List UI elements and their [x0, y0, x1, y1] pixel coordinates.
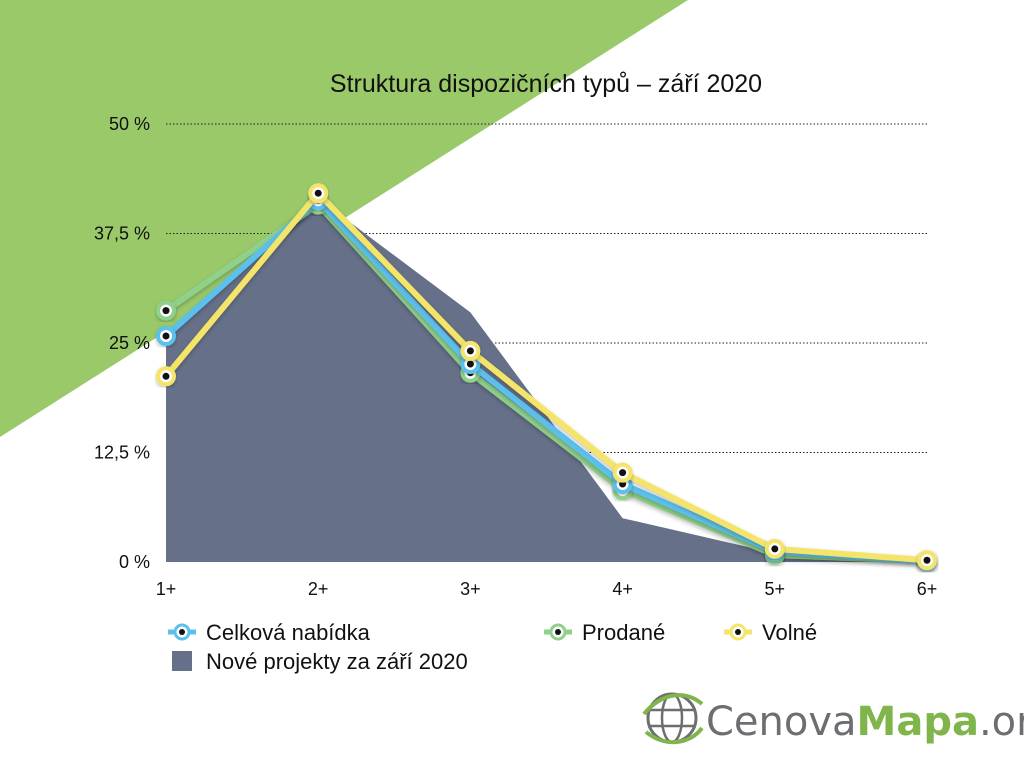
- globe-icon: [642, 692, 704, 745]
- x-tick-label: 2+: [308, 579, 329, 599]
- chart-title: Struktura dispozičních typů – září 2020: [330, 70, 762, 98]
- legend-swatch-dot: [735, 629, 741, 635]
- brand-text-mapa: Mapa: [857, 699, 979, 745]
- x-tick-label: 4+: [612, 579, 633, 599]
- legend-swatch-dot: [555, 629, 561, 635]
- x-tick-label: 6+: [917, 579, 938, 599]
- x-tick-label: 3+: [460, 579, 481, 599]
- x-tick-label: 1+: [156, 579, 177, 599]
- legend-label: Volné: [762, 620, 817, 645]
- data-point-center: [162, 307, 170, 315]
- y-tick-label: 25 %: [109, 333, 150, 353]
- data-point-center: [466, 360, 474, 368]
- y-tick-label: 0 %: [119, 552, 150, 572]
- brand-logo: CenovaMapa.org: [642, 692, 1024, 745]
- y-tick-label: 37,5 %: [94, 224, 150, 244]
- legend-item: Celková nabídka: [168, 620, 371, 645]
- y-tick-label: 12,5 %: [94, 443, 150, 463]
- legend-label: Celková nabídka: [206, 620, 371, 645]
- legend-item: Volné: [724, 620, 817, 645]
- series-volné: [156, 183, 937, 571]
- data-point-center: [771, 545, 779, 553]
- data-point-center: [314, 189, 322, 197]
- line-series: [156, 183, 937, 572]
- area-series: [166, 198, 927, 562]
- y-axis: 0 % 12,5 % 25 % 37,5 % 50 %: [94, 114, 150, 572]
- legend-item: Prodané: [544, 620, 665, 645]
- y-tick-label: 50 %: [109, 114, 150, 134]
- legend: Celková nabídka Prodané Volné Nové projekty…: [168, 620, 817, 674]
- legend-swatch-area: [172, 651, 192, 671]
- brand-text-cenova: Cenova: [706, 699, 857, 745]
- brand-text-org: .org: [979, 699, 1024, 745]
- data-point-center: [619, 469, 627, 477]
- series-line: [163, 190, 928, 564]
- legend-label: Nové projekty za září 2020: [206, 649, 468, 674]
- x-tick-label: 5+: [765, 579, 786, 599]
- data-point-center: [162, 372, 170, 380]
- legend-swatch-dot: [179, 629, 185, 635]
- data-point-center: [162, 332, 170, 340]
- data-point-center: [923, 556, 931, 564]
- legend-item: Nové projekty za září 2020: [172, 649, 468, 674]
- x-axis: 1+ 2+ 3+ 4+ 5+ 6+: [156, 579, 938, 599]
- legend-label: Prodané: [582, 620, 665, 645]
- data-point-center: [466, 347, 474, 355]
- svg-text:CenovaMapa.org: CenovaMapa.org: [706, 699, 1024, 745]
- area-nove-projekty: [166, 198, 927, 562]
